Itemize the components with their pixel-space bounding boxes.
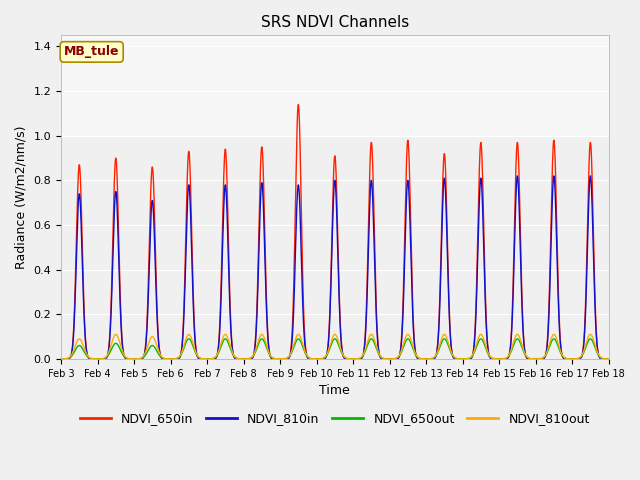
NDVI_650in (123, 356, 131, 361)
NDVI_810out (400, 340, 408, 346)
Y-axis label: Radiance (W/m2/nm/s): Radiance (W/m2/nm/s) (15, 125, 28, 269)
NDVI_810in (554, 288, 562, 294)
NDVI_810out (586, 332, 594, 337)
NDVI_650out (605, 356, 612, 362)
NDVI_810out (123, 355, 131, 360)
NDVI_650in (400, 273, 408, 278)
NDVI_810in (123, 356, 131, 361)
NDVI_810in (586, 173, 594, 179)
NDVI_650out (554, 343, 562, 349)
Line: NDVI_810out: NDVI_810out (61, 335, 609, 359)
NDVI_650out (552, 337, 559, 343)
NDVI_810out (554, 340, 562, 346)
NDVI_810in (400, 292, 408, 298)
NDVI_650in (294, 102, 302, 108)
X-axis label: Time: Time (319, 384, 350, 397)
NDVI_810out (552, 333, 559, 339)
NDVI_650in (57, 356, 65, 362)
NDVI_650in (552, 171, 559, 177)
Line: NDVI_650out: NDVI_650out (61, 339, 609, 359)
NDVI_650in (576, 356, 584, 361)
NDVI_810out (57, 356, 65, 362)
NDVI_810in (576, 356, 584, 361)
NDVI_810in (57, 356, 65, 362)
NDVI_810out (605, 356, 612, 362)
NDVI_650out (576, 355, 584, 361)
Legend: NDVI_650in, NDVI_810in, NDVI_650out, NDVI_810out: NDVI_650in, NDVI_810in, NDVI_650out, NDV… (75, 407, 595, 430)
NDVI_810in (552, 198, 559, 204)
NDVI_810out (576, 355, 584, 360)
NDVI_650out (267, 353, 275, 359)
NDVI_810in (605, 356, 612, 362)
NDVI_650in (267, 354, 275, 360)
Line: NDVI_650in: NDVI_650in (61, 105, 609, 359)
Line: NDVI_810in: NDVI_810in (61, 176, 609, 359)
NDVI_810out (267, 353, 275, 359)
Bar (61, 36, 609, 136)
NDVI_810in (267, 354, 275, 360)
Text: MB_tule: MB_tule (64, 46, 120, 59)
NDVI_650in (554, 280, 562, 286)
NDVI_650out (400, 343, 408, 349)
NDVI_650in (605, 356, 612, 362)
NDVI_650out (123, 355, 131, 361)
NDVI_650out (57, 356, 65, 362)
Title: SRS NDVI Channels: SRS NDVI Channels (260, 15, 409, 30)
NDVI_650out (586, 336, 594, 342)
